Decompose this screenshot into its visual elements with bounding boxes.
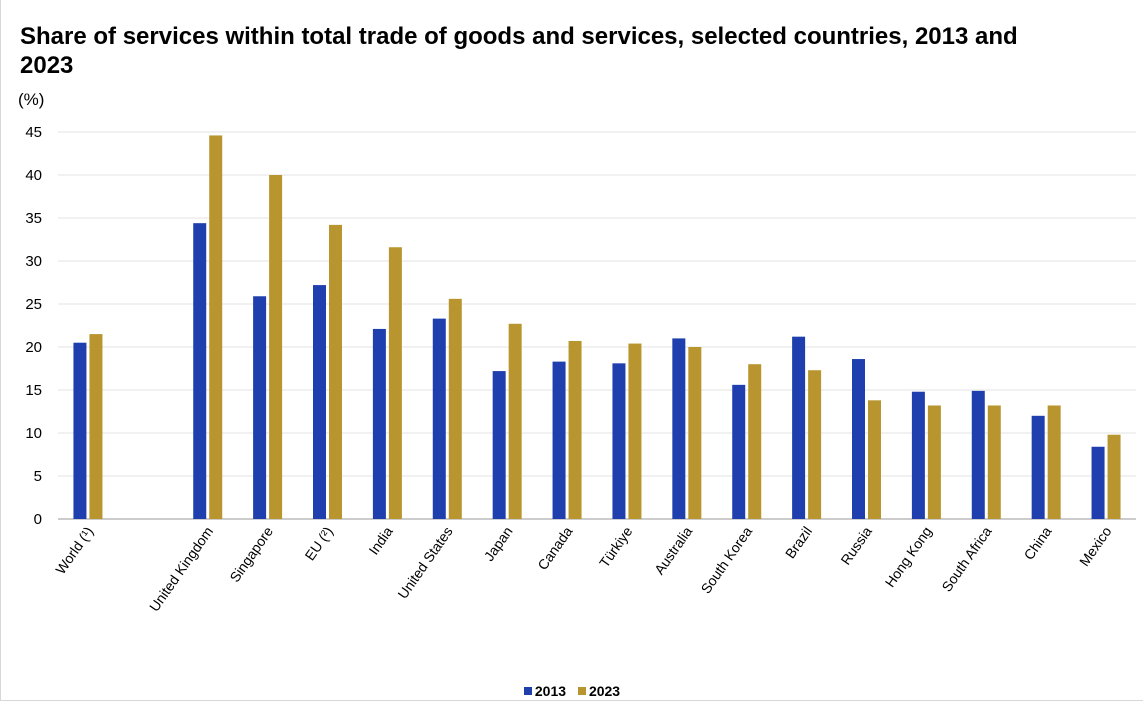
category-label: World (¹) (52, 524, 96, 578)
bar-2013 (911, 391, 925, 519)
bar-2013 (372, 328, 386, 519)
y-tick-label: 35 (25, 210, 42, 227)
bar-2013 (432, 318, 446, 519)
bar-2023 (568, 340, 582, 519)
y-tick-label: 30 (25, 253, 42, 270)
legend-item-2013: 2013 (523, 683, 567, 699)
legend-label-2013: 2013 (534, 683, 567, 699)
category-label: Türkiye (596, 523, 636, 570)
bar-2013 (253, 296, 267, 519)
bar-2013 (73, 342, 87, 519)
y-tick-label: 10 (25, 425, 42, 442)
bar-2013 (313, 285, 326, 519)
category-label: EU (²) (301, 524, 336, 564)
bar-2023 (448, 298, 462, 519)
y-tick-label: 0 (34, 511, 42, 528)
bar-2023 (868, 400, 881, 519)
bar-2023 (89, 334, 103, 519)
y-tick-label: 40 (25, 167, 42, 184)
y-tick-label: 45 (25, 124, 42, 141)
category-label: Japan (481, 524, 516, 564)
category-label: Brazil (782, 524, 815, 562)
legend-swatch-2023 (577, 687, 586, 695)
y-tick-label: 5 (34, 468, 42, 485)
bar-2023 (269, 175, 283, 519)
category-label: United States (394, 524, 455, 602)
bar-2013 (612, 363, 626, 519)
legend-swatch-2013 (523, 687, 532, 695)
bar-2023 (1047, 405, 1061, 519)
category-label: India (365, 523, 396, 557)
category-label: Mexico (1076, 523, 1115, 569)
bar-2023 (628, 343, 642, 519)
bar-2023 (209, 135, 223, 519)
bar-2023 (329, 224, 342, 519)
bar-2023 (808, 370, 822, 519)
category-label: China (1021, 523, 1055, 562)
bar-2023 (987, 405, 1001, 519)
y-axis-unit: (%) (18, 90, 45, 109)
bar-2013 (1091, 446, 1105, 519)
legend: 2013 2023 (0, 682, 1144, 699)
bar-2023 (688, 347, 702, 519)
bar-2013 (672, 338, 686, 519)
bar-2013 (1031, 415, 1045, 519)
bar-2023 (388, 247, 402, 520)
bar-2023 (748, 364, 762, 519)
category-label: United Kingdom (146, 524, 216, 615)
category-label: South Korea (697, 523, 755, 596)
bar-2023 (927, 405, 941, 519)
bar-2013 (852, 359, 865, 519)
bar-2013 (492, 371, 506, 519)
category-label: Hong Kong (882, 524, 935, 591)
bar-2013 (971, 390, 985, 519)
category-label: Canada (534, 523, 575, 573)
category-label: Singapore (226, 523, 276, 585)
bar-2013 (792, 336, 806, 519)
y-tick-label: 15 (25, 382, 42, 399)
y-tick-label: 20 (25, 339, 42, 356)
bar-2013 (552, 361, 566, 519)
legend-label-2023: 2023 (588, 683, 621, 699)
category-label: Russia (837, 523, 875, 567)
y-tick-label: 25 (25, 296, 42, 313)
bar-2013 (193, 223, 207, 519)
bar-2023 (508, 323, 522, 519)
category-label: South Africa (938, 523, 995, 594)
category-label: Australia (651, 523, 695, 577)
bar-2013 (732, 384, 746, 519)
legend-item-2023: 2023 (577, 683, 621, 699)
bar-2023 (1107, 434, 1121, 519)
chart-title: Share of services within total trade of … (20, 23, 1018, 79)
